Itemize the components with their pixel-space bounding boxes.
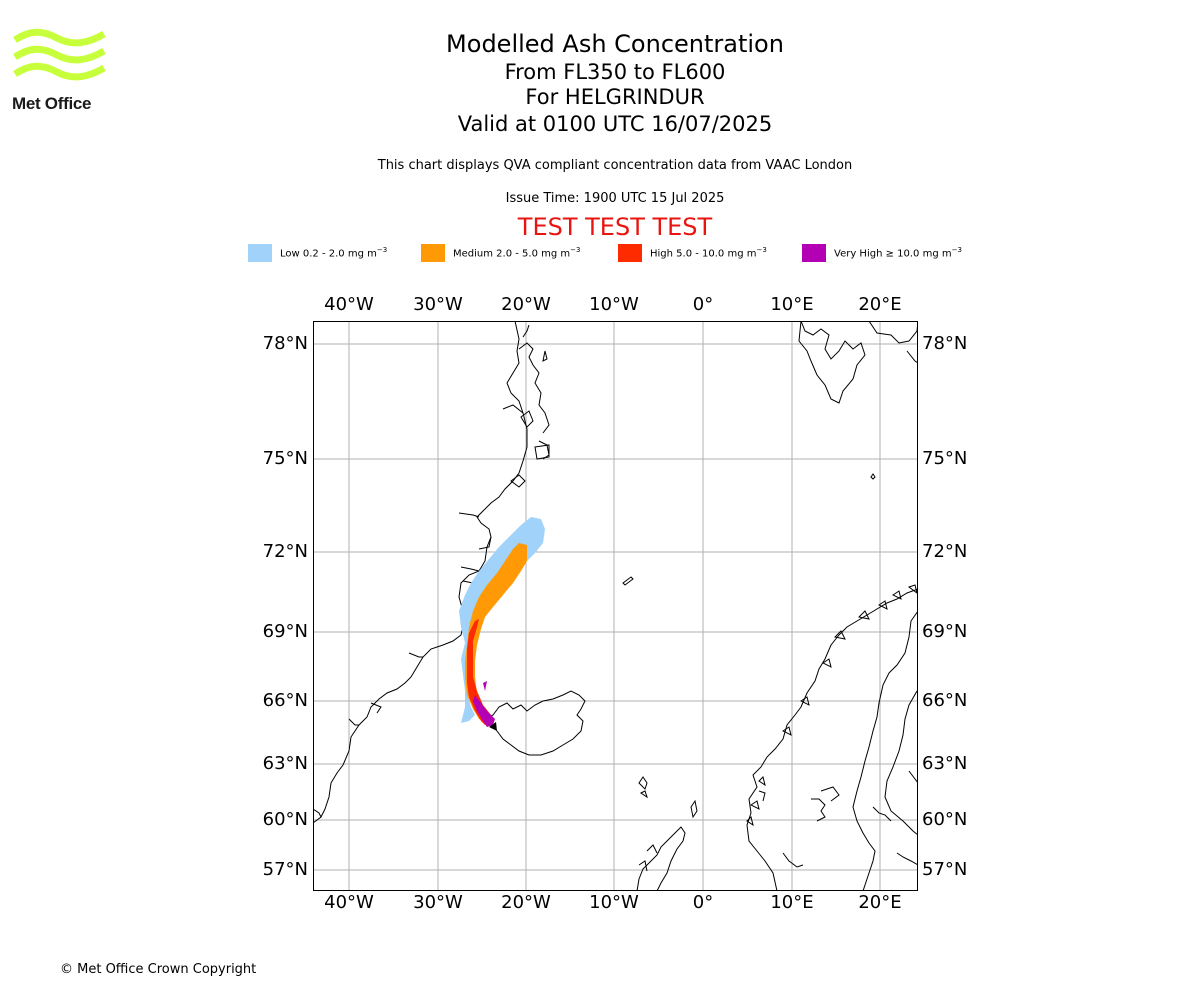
lat-tick-label: 66°N <box>922 690 968 711</box>
plume-medium <box>465 543 527 723</box>
lat-tick-label: 60°N <box>922 809 968 830</box>
volcano-marker-icon <box>489 722 497 731</box>
lat-tick-label: 63°N <box>922 753 968 774</box>
legend-label-medium: Medium 2.0 - 5.0 mg m−3 <box>453 246 581 260</box>
lat-tick-label: 60°N <box>262 809 308 830</box>
lat-tick-label: 78°N <box>922 333 968 354</box>
lat-tick-label: 75°N <box>922 448 968 469</box>
lon-tick-label: 0° <box>692 294 714 315</box>
issue-time: Issue Time: 1900 UTC 15 Jul 2025 <box>505 191 725 206</box>
legend-swatch-high <box>618 244 642 262</box>
test-banner: TEST TEST TEST <box>517 213 713 241</box>
legend-swatch-low <box>248 244 272 262</box>
legend-swatch-very-high <box>802 244 826 262</box>
lat-tick-label: 69°N <box>262 621 308 642</box>
lon-tick-label: 10°E <box>770 892 814 913</box>
lat-tick-label: 69°N <box>922 621 968 642</box>
lat-tick-label: 75°N <box>262 448 308 469</box>
legend-label-high: High 5.0 - 10.0 mg m−3 <box>650 246 767 260</box>
met-office-logo: Met Office <box>12 28 112 114</box>
plume-low <box>459 517 545 723</box>
lon-tick-label: 40°W <box>324 892 374 913</box>
met-office-waves-icon <box>13 28 106 81</box>
lon-tick-label: 10°W <box>589 892 639 913</box>
norway-coast <box>746 588 918 891</box>
plume-very-high <box>473 695 495 727</box>
lon-tick-label: 0° <box>692 892 714 913</box>
lon-tick-label: 30°W <box>413 294 463 315</box>
lon-tick-label: 20°E <box>858 294 902 315</box>
lon-tick-label: 10°W <box>589 294 639 315</box>
lon-tick-label: 20°E <box>858 892 902 913</box>
ash-plume <box>459 517 545 727</box>
lat-tick-label: 57°N <box>922 859 968 880</box>
title-line-1: Modelled Ash Concentration <box>446 30 784 58</box>
scotland-coast <box>636 826 686 891</box>
lon-tick-label: 20°W <box>501 294 551 315</box>
lat-tick-label: 78°N <box>262 333 308 354</box>
map-frame <box>313 321 918 891</box>
lon-tick-label: 30°W <box>413 892 463 913</box>
title-line-2: From FL350 to FL600 <box>504 60 726 84</box>
lon-tick-label: 40°W <box>324 294 374 315</box>
svalbard-coast <box>798 321 866 404</box>
title-line-3: For HELGRINDUR <box>525 85 705 109</box>
copyright: © Met Office Crown Copyright <box>60 962 257 977</box>
legend-label-low: Low 0.2 - 2.0 mg m−3 <box>280 246 388 260</box>
lon-tick-label: 10°E <box>770 294 814 315</box>
chart-title: Modelled Ash Concentration From FL350 to… <box>0 29 1200 138</box>
coastlines <box>313 321 918 891</box>
lat-tick-label: 66°N <box>262 690 308 711</box>
iceland-coast <box>484 690 586 756</box>
lat-tick-label: 57°N <box>262 859 308 880</box>
chart-subtitle: This chart displays QVA compliant concen… <box>377 158 853 173</box>
legend-label-very-high: Very High ≥ 10.0 mg m−3 <box>834 246 962 260</box>
title-line-4: Valid at 0100 UTC 16/07/2025 <box>457 112 773 136</box>
ash-map <box>313 321 918 891</box>
logo-text: Met Office <box>12 94 92 113</box>
lat-tick-label: 63°N <box>262 753 308 774</box>
lat-tick-label: 72°N <box>262 541 308 562</box>
graticule <box>313 321 918 891</box>
greenland-coast <box>313 321 528 824</box>
lat-tick-label: 72°N <box>922 541 968 562</box>
legend-swatch-medium <box>421 244 445 262</box>
legend: Low 0.2 - 2.0 mg m−3 Medium 2.0 - 5.0 mg… <box>0 244 1200 264</box>
lon-tick-label: 20°W <box>501 892 551 913</box>
plume-high <box>467 619 491 725</box>
